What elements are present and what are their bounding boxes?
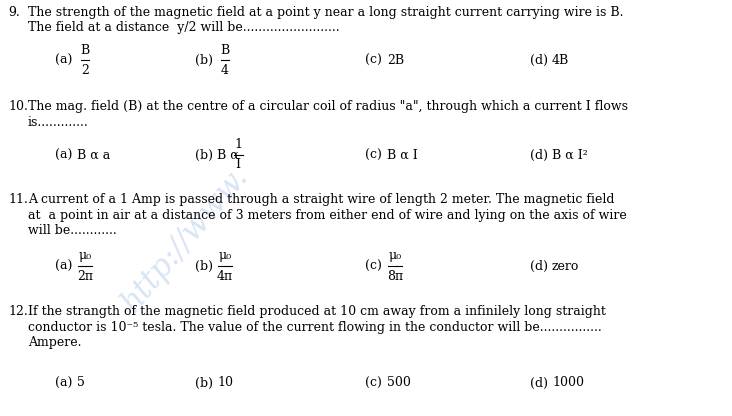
Text: (b): (b) (195, 376, 213, 389)
Text: (d): (d) (530, 376, 548, 389)
Text: 5: 5 (77, 376, 85, 389)
Text: 1: 1 (234, 139, 242, 151)
Text: (c): (c) (365, 149, 382, 161)
Text: B α: B α (217, 149, 243, 161)
Text: 4: 4 (221, 64, 229, 77)
Text: conductor is 10⁻⁵ tesla. The value of the current flowing in the conductor will : conductor is 10⁻⁵ tesla. The value of th… (28, 320, 602, 334)
Text: B: B (220, 44, 230, 57)
Text: (a): (a) (55, 376, 72, 389)
Text: 2B: 2B (387, 54, 404, 67)
Text: 4B: 4B (552, 54, 569, 67)
Text: (d): (d) (530, 54, 548, 67)
Text: 12.: 12. (8, 305, 28, 318)
Text: B: B (81, 44, 89, 57)
Text: zero: zero (552, 260, 579, 272)
Text: (c): (c) (365, 260, 382, 272)
Text: 2: 2 (81, 64, 89, 77)
Text: B α I²: B α I² (552, 149, 588, 161)
Text: (d): (d) (530, 260, 548, 272)
Text: The field at a distance  y/2 will be.........................: The field at a distance y/2 will be.....… (28, 22, 340, 35)
Text: 11.: 11. (8, 193, 28, 206)
Text: A current of a 1 Amp is passed through a straight wire of length 2 meter. The ma: A current of a 1 Amp is passed through a… (28, 193, 614, 206)
Text: (c): (c) (365, 376, 382, 389)
Text: (a): (a) (55, 149, 72, 161)
Text: 9.: 9. (8, 6, 20, 19)
Text: I: I (236, 158, 241, 171)
Text: (d): (d) (530, 149, 548, 161)
Text: at  a point in air at a distance of 3 meters from either end of wire and lying o: at a point in air at a distance of 3 met… (28, 208, 627, 221)
Text: The strength of the magnetic field at a point y near a long straight current car: The strength of the magnetic field at a … (28, 6, 624, 19)
Text: (a): (a) (55, 260, 72, 272)
Text: If the strangth of the magnetic field produced at 10 cm away from a infinilely l: If the strangth of the magnetic field pr… (28, 305, 606, 318)
Text: (c): (c) (365, 54, 382, 67)
Text: B α I: B α I (387, 149, 418, 161)
Text: (b): (b) (195, 260, 213, 272)
Text: μ₀: μ₀ (78, 250, 92, 262)
Text: 10.: 10. (8, 100, 28, 113)
Text: 4π: 4π (217, 270, 233, 282)
Text: B α a: B α a (77, 149, 111, 161)
Text: 2π: 2π (77, 270, 93, 282)
Text: The mag. field (B) at the centre of a circular coil of radius "a", through which: The mag. field (B) at the centre of a ci… (28, 100, 628, 113)
Text: will be............: will be............ (28, 224, 116, 237)
Text: (b): (b) (195, 149, 213, 161)
Text: 1000: 1000 (552, 376, 584, 389)
Text: μ₀: μ₀ (389, 250, 402, 262)
Text: (a): (a) (55, 54, 72, 67)
Text: http://www.: http://www. (116, 161, 254, 319)
Text: 500: 500 (387, 376, 411, 389)
Text: (b): (b) (195, 54, 213, 67)
Text: 8π: 8π (387, 270, 403, 282)
Text: μ₀: μ₀ (218, 250, 231, 262)
Text: is.............: is............. (28, 116, 89, 129)
Text: 10: 10 (217, 376, 233, 389)
Text: Ampere.: Ampere. (28, 336, 81, 349)
